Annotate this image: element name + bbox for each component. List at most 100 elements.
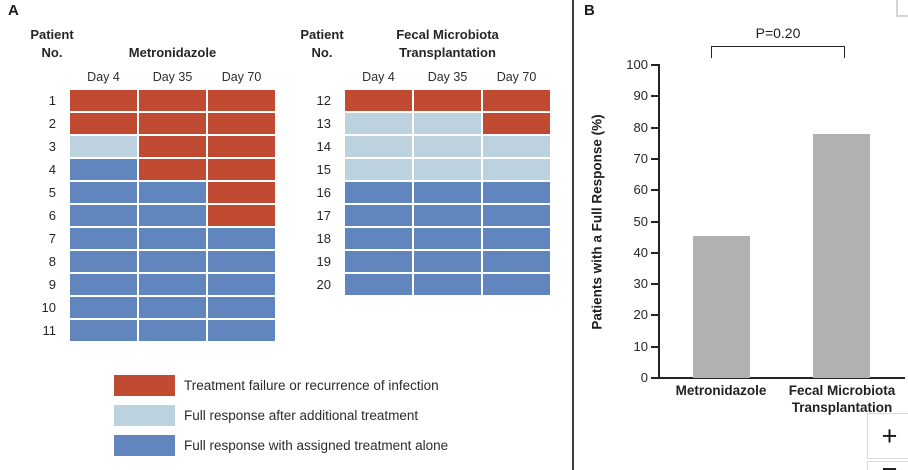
grid-cell-failure [483,90,550,111]
grid-cell-alone [414,228,481,249]
patient-no-header: No. [41,45,63,60]
grid-cell-alone [414,274,481,295]
y-axis-tick [651,314,659,317]
grid-cell-additional [345,113,412,134]
patient-no-header: Patient [300,27,344,42]
y-tick-label: 80 [633,119,648,135]
y-axis-tick [651,126,659,129]
patient-number: 13 [316,116,331,131]
grid-cell-additional [345,159,412,180]
y-axis-tick [651,377,659,379]
grid-cell-alone [139,320,206,341]
legend-swatch-additional [114,405,175,426]
zoom-out-button[interactable]: − [867,454,908,470]
patient-number: 5 [48,185,56,200]
y-axis-tick [651,189,659,192]
grid-cell-failure [139,159,206,180]
grid-cell-failure [139,90,206,111]
grid-cell-alone [139,205,206,226]
grid-cell-alone [208,274,275,295]
frame-corner-line [896,0,898,16]
grid-cell-failure [483,113,550,134]
grid-cell-failure [208,136,275,157]
grid-cell-alone [208,228,275,249]
patient-number: 14 [316,139,331,154]
grid-cell-alone [70,228,137,249]
y-axis-tick [651,283,659,286]
grid-cell-failure [414,90,481,111]
x-tick-label: Transplantation [791,400,893,415]
bar-metronidazole [693,235,750,378]
zoom-in-button[interactable]: + [867,413,908,459]
y-axis-tick [651,220,659,223]
grid-cell-alone [483,251,550,272]
y-tick-label: 100 [626,57,648,72]
minus-icon: − [881,454,898,470]
y-tick-label: 60 [633,182,648,198]
grid-cell-additional [70,136,137,157]
y-tick-label: 20 [633,307,648,323]
grid-cell-failure [70,113,137,134]
bar-fmt [813,134,870,378]
grid-cell-additional [414,113,481,134]
grid-cell-failure [70,90,137,111]
patient-number: 7 [48,231,56,246]
grid-cell-failure [139,113,206,134]
y-axis-label: Patients with a Full Response (%) [589,114,605,330]
grid-cell-alone [70,205,137,226]
patient-number: 16 [316,185,331,200]
legend-swatch-alone [114,435,175,456]
grid-cell-additional [345,136,412,157]
day-column-header: Day 4 [87,70,120,84]
panel-divider [572,0,574,470]
y-axis-tick [651,345,659,348]
grid-cell-failure [208,205,275,226]
patient-number: 4 [48,162,56,177]
day-column-header: Day 70 [221,70,262,84]
patient-no-header: No. [311,45,333,60]
grid-cell-alone [345,274,412,295]
patient-number: 3 [48,139,56,154]
y-tick-label: 30 [633,276,648,292]
patient-number: 20 [316,277,331,292]
patient-number: 6 [48,208,56,223]
group-title: Metronidazole [128,45,217,60]
x-tick-label: Metronidazole [675,383,767,398]
grid-cell-alone [139,297,206,318]
patient-number: 8 [48,254,56,269]
patient-number: 10 [41,300,56,315]
grid-cell-failure [208,113,275,134]
grid-cell-failure [208,90,275,111]
patient-number: 18 [316,231,331,246]
grid-cell-alone [139,274,206,295]
grid-cell-alone [345,251,412,272]
x-tick-label: Fecal Microbiota [788,383,896,398]
grid-cell-additional [414,136,481,157]
patient-number: 12 [316,93,331,108]
y-tick-label: 70 [633,150,648,166]
grid-cell-alone [414,205,481,226]
patient-no-header: Patient [30,27,74,42]
patient-number: 2 [48,116,56,131]
grid-cell-alone [414,251,481,272]
grid-cell-alone [483,205,550,226]
grid-cell-alone [208,320,275,341]
patient-number: 9 [48,277,56,292]
grid-cell-alone [483,228,550,249]
y-axis-line [658,64,660,378]
grid-cell-alone [70,182,137,203]
grid-cell-alone [345,182,412,203]
y-tick-label: 10 [633,338,648,354]
patient-number: 1 [48,93,56,108]
group-title: Transplantation [399,45,496,60]
grid-cell-failure [139,136,206,157]
panel-a-label: A [8,2,19,19]
y-tick-label: 40 [633,244,648,260]
grid-cell-failure [345,90,412,111]
y-tick-label: 90 [633,88,648,104]
grid-cell-alone [70,274,137,295]
day-column-header: Day 35 [152,70,193,84]
y-axis-tick [651,64,659,66]
significance-bracket [711,46,845,58]
frame-corner-line [896,15,908,17]
